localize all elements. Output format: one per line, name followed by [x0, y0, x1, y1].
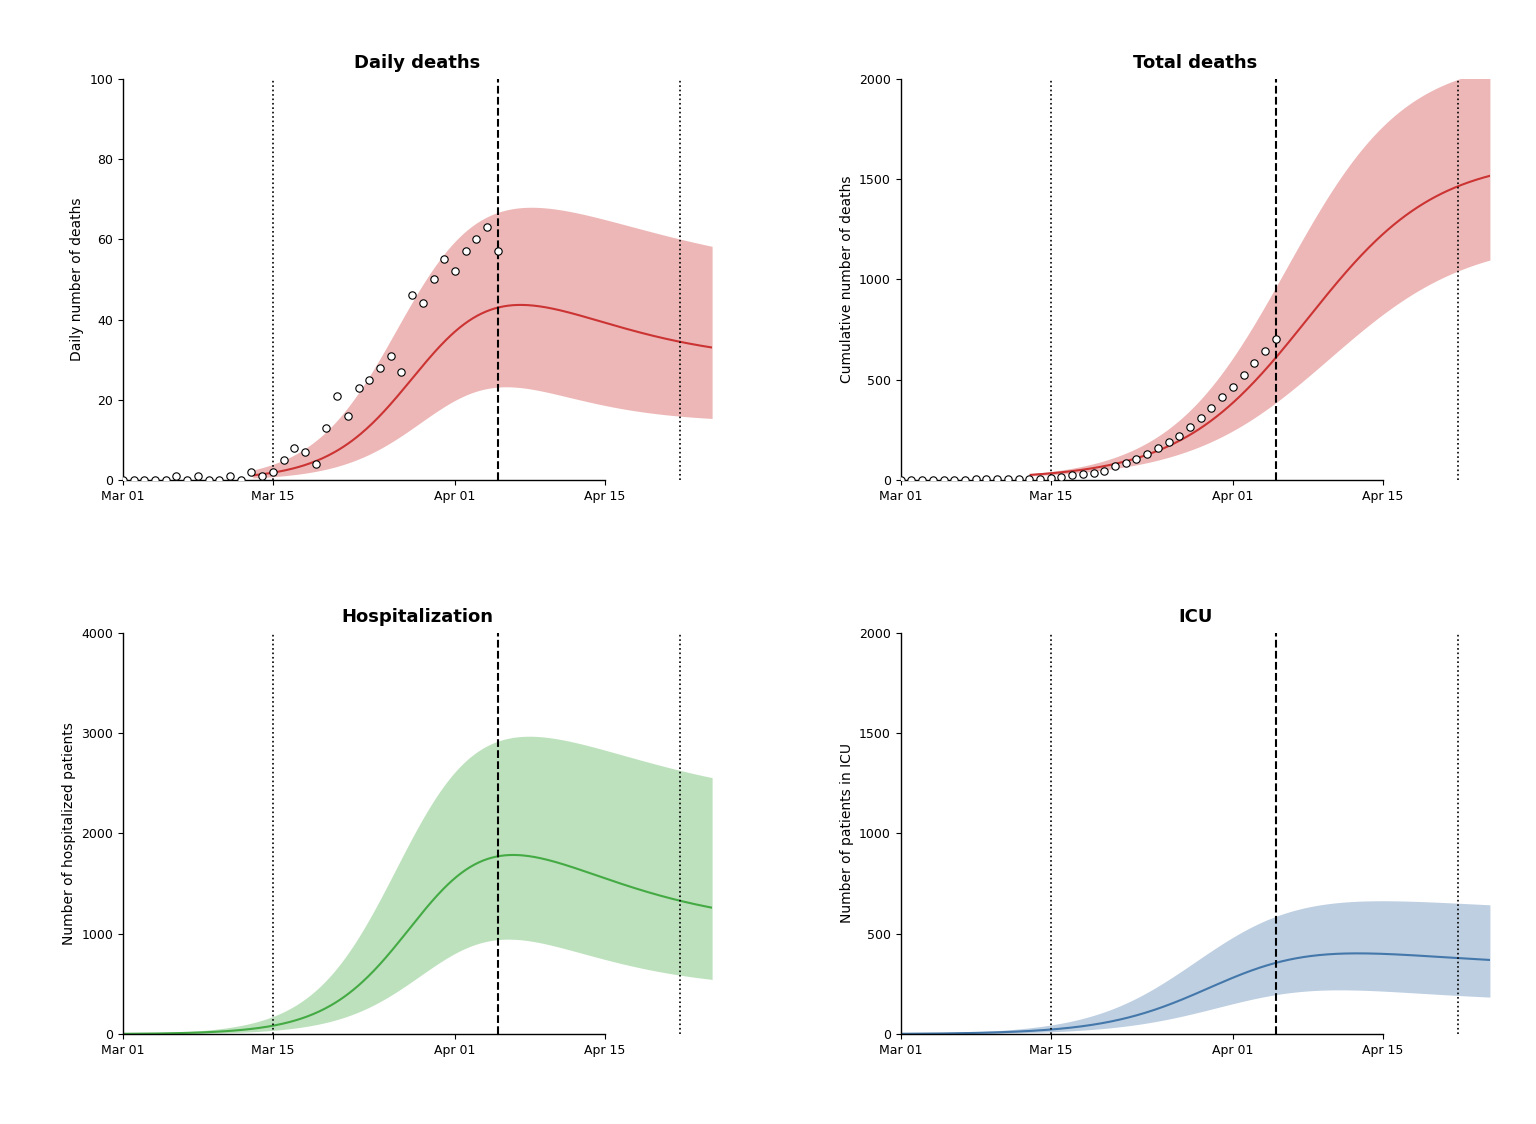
Point: [1006, 470, 1031, 488]
Point: [304, 455, 329, 473]
Point: [335, 407, 359, 425]
Point: [186, 468, 210, 486]
Y-axis label: Daily number of deaths: Daily number of deaths: [69, 198, 84, 361]
Point: [229, 471, 253, 489]
Point: [356, 371, 381, 389]
Point: [1178, 418, 1203, 436]
Point: [1092, 462, 1117, 480]
Point: [1210, 388, 1235, 406]
Point: [1114, 454, 1138, 472]
Point: [410, 294, 435, 312]
Point: [154, 471, 178, 489]
Point: [1081, 464, 1106, 482]
Point: [1264, 330, 1289, 348]
Point: [218, 468, 243, 486]
Point: [1200, 399, 1224, 417]
Point: [1049, 468, 1074, 486]
Point: [1038, 469, 1063, 487]
Point: [1189, 409, 1213, 427]
Point: [1103, 457, 1127, 475]
Point: [909, 471, 934, 489]
Point: [1124, 450, 1149, 468]
Y-axis label: Number of patients in ICU: Number of patients in ICU: [840, 743, 854, 923]
Point: [464, 230, 488, 248]
Point: [485, 243, 510, 261]
Point: [995, 470, 1020, 488]
Point: [421, 271, 445, 289]
Point: [197, 471, 221, 489]
Point: [974, 470, 998, 488]
Point: [920, 471, 945, 489]
Y-axis label: Cumulative number of deaths: Cumulative number of deaths: [840, 175, 854, 383]
Point: [432, 251, 456, 269]
Point: [250, 468, 275, 486]
Point: [1135, 445, 1160, 463]
Point: [121, 471, 146, 489]
Point: [111, 471, 135, 489]
Point: [1060, 466, 1084, 484]
Point: [143, 471, 167, 489]
Point: [1017, 470, 1041, 488]
Point: [1071, 465, 1095, 483]
Title: Total deaths: Total deaths: [1134, 54, 1258, 72]
Point: [952, 471, 977, 489]
Point: [963, 470, 988, 488]
Point: [475, 218, 499, 236]
Point: [175, 471, 200, 489]
Point: [283, 439, 307, 457]
Point: [346, 379, 370, 397]
Point: [132, 471, 157, 489]
Title: ICU: ICU: [1178, 608, 1212, 626]
Point: [1221, 378, 1246, 396]
Point: [899, 471, 923, 489]
Point: [367, 359, 392, 377]
Point: [888, 471, 912, 489]
Point: [389, 363, 413, 381]
Point: [272, 451, 296, 469]
Title: Hospitalization: Hospitalization: [341, 608, 493, 626]
Point: [1167, 427, 1192, 445]
Point: [1232, 366, 1256, 384]
Point: [324, 387, 349, 405]
Point: [1157, 433, 1181, 451]
Point: [315, 419, 339, 437]
Point: [399, 287, 424, 305]
Point: [931, 471, 955, 489]
Point: [1028, 470, 1052, 488]
Point: [240, 463, 264, 481]
Point: [261, 463, 286, 481]
Point: [164, 468, 189, 486]
Point: [207, 471, 232, 489]
Y-axis label: Number of hospitalized patients: Number of hospitalized patients: [61, 722, 75, 945]
Point: [293, 443, 318, 461]
Point: [985, 470, 1009, 488]
Point: [442, 262, 467, 280]
Title: Daily deaths: Daily deaths: [355, 54, 481, 72]
Point: [1146, 439, 1170, 457]
Point: [378, 346, 402, 364]
Point: [942, 471, 966, 489]
Point: [1253, 342, 1278, 360]
Point: [453, 243, 478, 261]
Point: [1243, 354, 1267, 372]
